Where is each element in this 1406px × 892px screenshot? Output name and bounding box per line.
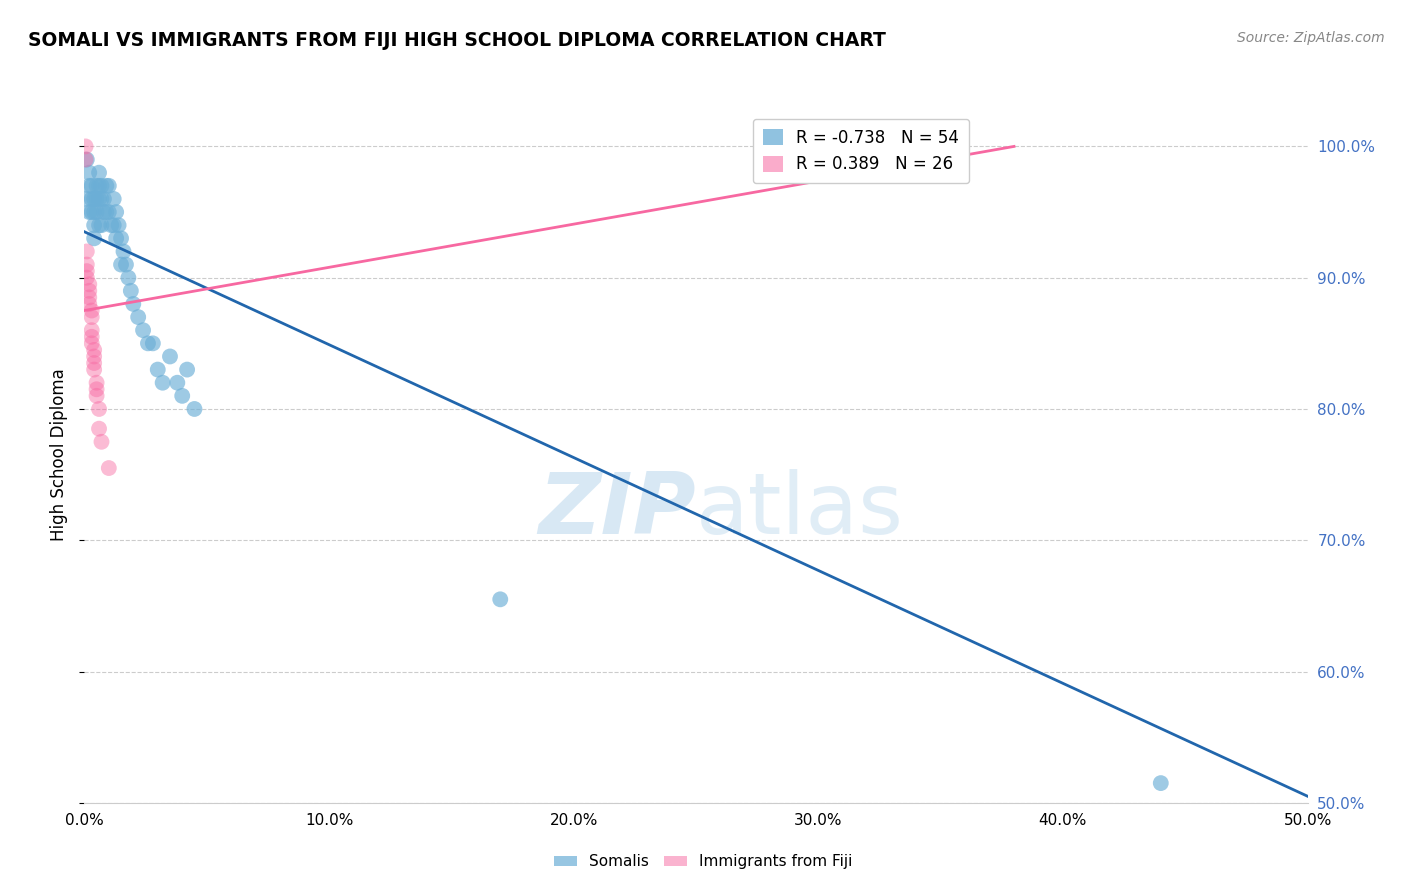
Point xyxy=(142,336,165,351)
Point xyxy=(110,231,132,245)
Point xyxy=(83,343,105,357)
Point xyxy=(105,205,128,219)
Text: ZIP: ZIP xyxy=(538,469,696,552)
Point xyxy=(80,303,103,318)
Point xyxy=(87,218,110,232)
Point xyxy=(96,178,118,193)
Point xyxy=(86,382,108,396)
Point xyxy=(83,350,105,364)
Point xyxy=(83,205,105,219)
Point xyxy=(136,336,159,351)
Point xyxy=(146,362,169,376)
Point xyxy=(90,178,112,193)
Text: Source: ZipAtlas.com: Source: ZipAtlas.com xyxy=(1237,31,1385,45)
Point xyxy=(112,244,135,259)
Point xyxy=(83,356,105,370)
Point xyxy=(87,422,110,436)
Point xyxy=(103,218,125,232)
Point xyxy=(97,178,120,193)
Y-axis label: High School Diploma: High School Diploma xyxy=(51,368,69,541)
Point xyxy=(86,376,108,390)
Point xyxy=(76,192,98,206)
Point xyxy=(76,153,98,167)
Point xyxy=(86,178,108,193)
Point xyxy=(93,192,115,206)
Point xyxy=(80,310,103,324)
Point xyxy=(77,166,100,180)
Point xyxy=(80,205,103,219)
Point xyxy=(75,139,97,153)
Point xyxy=(103,192,125,206)
Point xyxy=(97,461,120,475)
Point xyxy=(76,258,98,272)
Point xyxy=(152,376,174,390)
Point xyxy=(77,284,100,298)
Point xyxy=(75,153,97,167)
Point xyxy=(86,192,108,206)
Point xyxy=(77,178,100,193)
Point xyxy=(159,350,181,364)
Text: atlas: atlas xyxy=(696,469,904,552)
Point xyxy=(90,218,112,232)
Point xyxy=(107,218,129,232)
Point xyxy=(132,323,155,337)
Point xyxy=(86,389,108,403)
Point xyxy=(100,218,122,232)
Point xyxy=(90,192,112,206)
Point xyxy=(80,192,103,206)
Point xyxy=(97,205,120,219)
Point xyxy=(83,231,105,245)
Point xyxy=(90,434,112,449)
Point xyxy=(80,323,103,337)
Point xyxy=(77,290,100,304)
Point xyxy=(76,264,98,278)
Point xyxy=(80,336,103,351)
Point xyxy=(489,592,512,607)
Point xyxy=(87,192,110,206)
Point xyxy=(83,218,105,232)
Point xyxy=(127,310,149,324)
Point xyxy=(77,297,100,311)
Point xyxy=(96,205,118,219)
Point xyxy=(76,244,98,259)
Point xyxy=(80,330,103,344)
Point xyxy=(83,192,105,206)
Point xyxy=(77,277,100,292)
Point xyxy=(183,401,205,416)
Legend: Somalis, Immigrants from Fiji: Somalis, Immigrants from Fiji xyxy=(547,848,859,875)
Point xyxy=(87,178,110,193)
Legend: R = -0.738   N = 54, R = 0.389   N = 26: R = -0.738 N = 54, R = 0.389 N = 26 xyxy=(752,119,969,183)
Point xyxy=(87,166,110,180)
Point xyxy=(80,178,103,193)
Point xyxy=(110,258,132,272)
Text: SOMALI VS IMMIGRANTS FROM FIJI HIGH SCHOOL DIPLOMA CORRELATION CHART: SOMALI VS IMMIGRANTS FROM FIJI HIGH SCHO… xyxy=(28,31,886,50)
Point xyxy=(120,284,142,298)
Point xyxy=(86,205,108,219)
Point xyxy=(176,362,198,376)
Point xyxy=(87,401,110,416)
Point xyxy=(172,389,194,403)
Point xyxy=(83,362,105,376)
Point xyxy=(1150,776,1173,790)
Point xyxy=(105,231,128,245)
Point xyxy=(122,297,145,311)
Point xyxy=(76,270,98,285)
Point xyxy=(115,258,138,272)
Point xyxy=(93,205,115,219)
Point xyxy=(117,270,139,285)
Point xyxy=(166,376,188,390)
Point xyxy=(77,205,100,219)
